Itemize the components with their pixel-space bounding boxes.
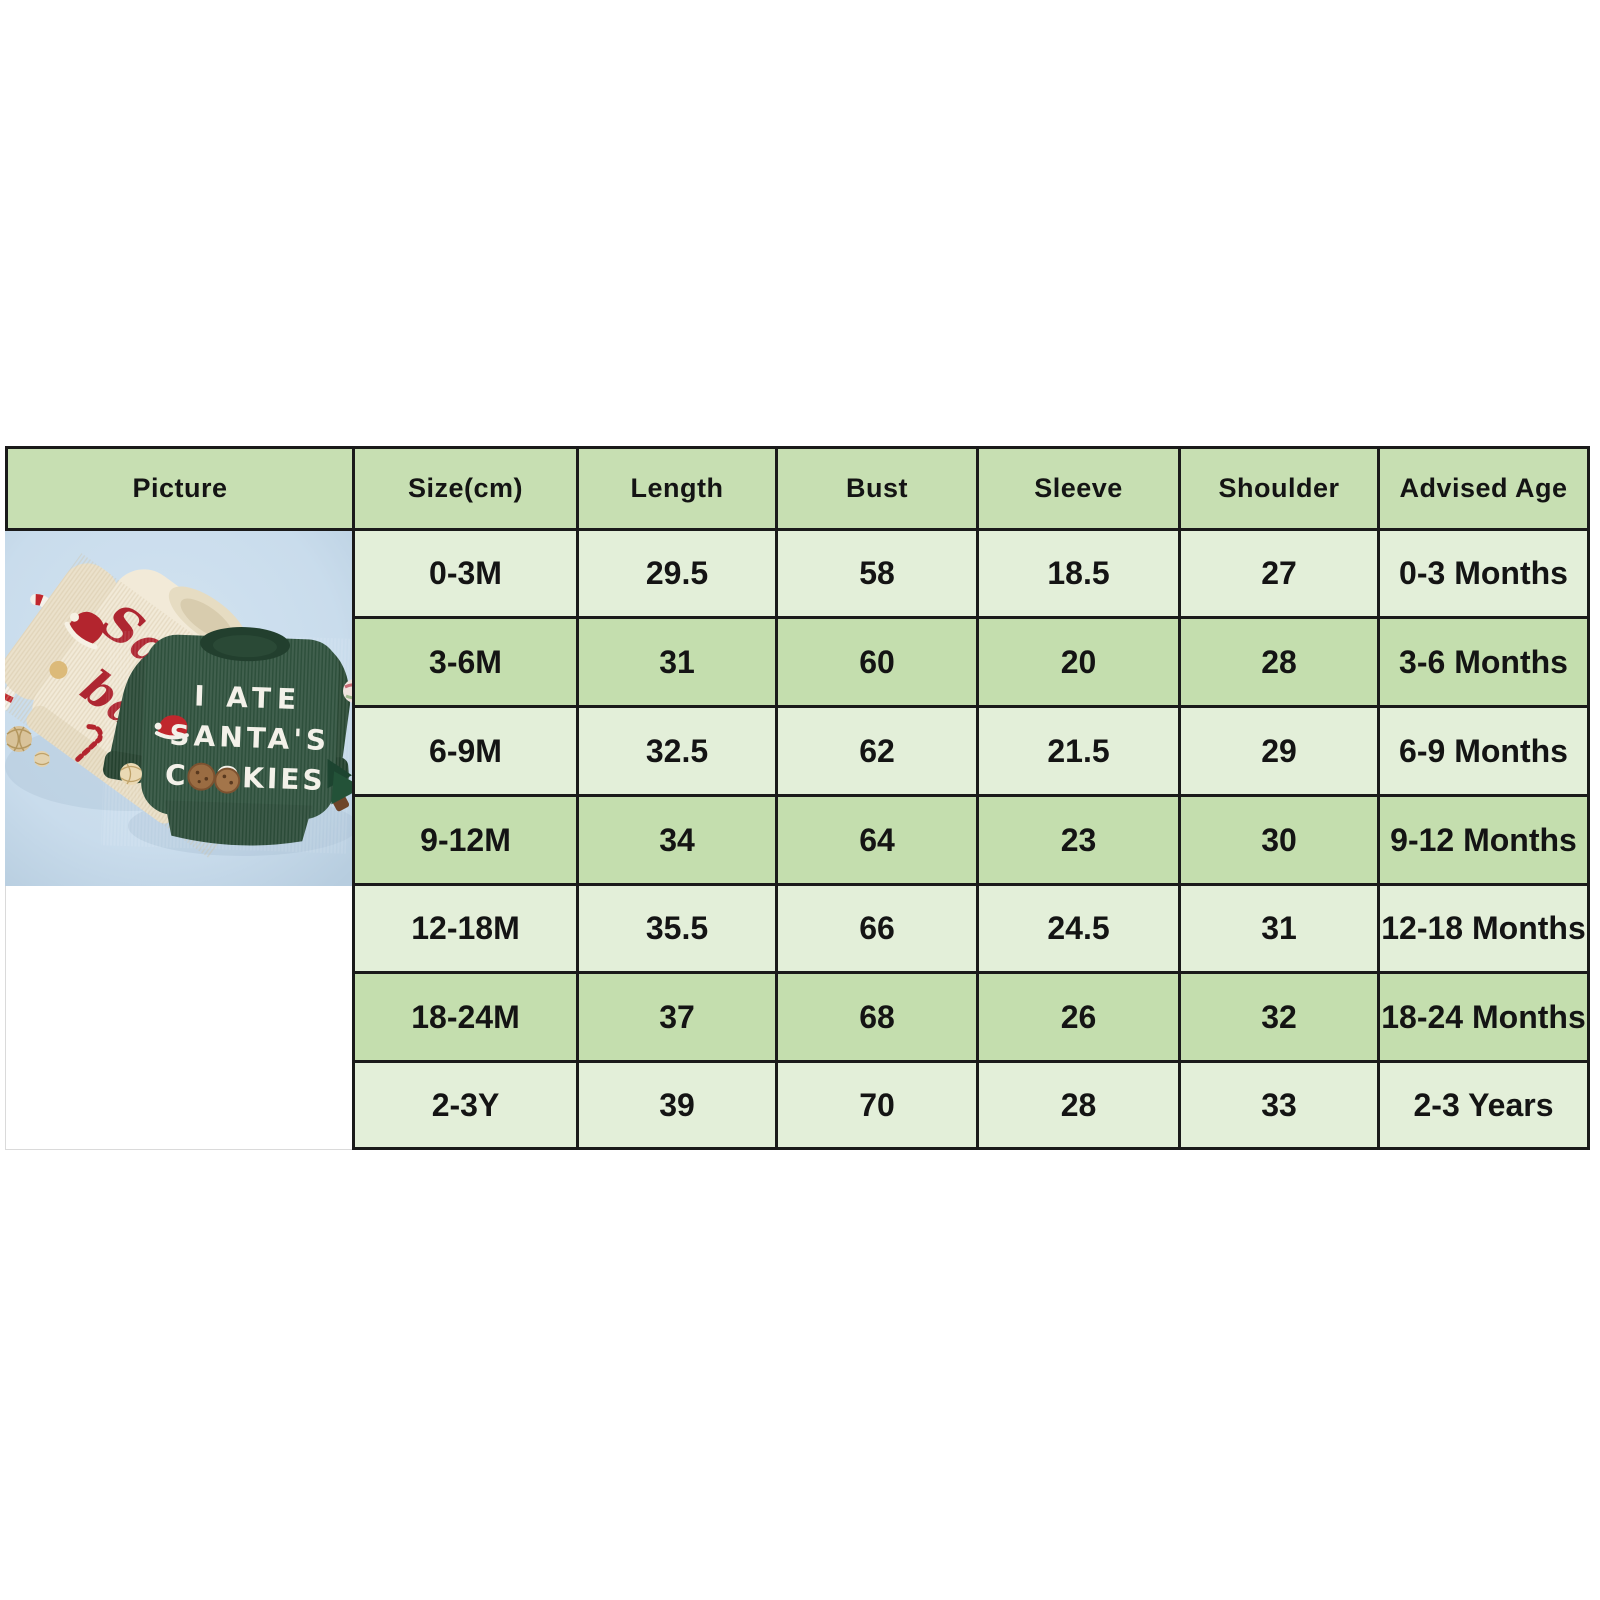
cell-age: 18-24 Months [1377, 974, 1590, 1063]
col-header-size: Size(cm) [352, 446, 576, 531]
cane-embroidery-2 [74, 724, 103, 763]
cell-shoulder: 29 [1178, 708, 1377, 797]
cell-shoulder: 28 [1178, 619, 1377, 708]
cell-sleeve: 20 [976, 619, 1178, 708]
cell-bust: 66 [775, 886, 976, 974]
bauble-ornament [343, 679, 352, 703]
cell-length: 29.5 [576, 531, 775, 619]
cell-sleeve: 21.5 [976, 708, 1178, 797]
santa-hat-motif [154, 715, 189, 740]
cell-bust: 60 [775, 619, 976, 708]
cell-shoulder: 30 [1178, 797, 1377, 886]
cell-age: 3-6 Months [1377, 619, 1590, 708]
cell-shoulder: 33 [1178, 1063, 1377, 1150]
cell-length: 31 [576, 619, 775, 708]
cell-length: 35.5 [576, 886, 775, 974]
cell-bust: 58 [775, 531, 976, 619]
cell-sleeve: 24.5 [976, 886, 1178, 974]
cell-bust: 68 [775, 974, 976, 1063]
santa-hat-patch [64, 611, 104, 650]
product-photo-cell: Santa bab [5, 531, 352, 1150]
cookie-patch [49, 660, 68, 679]
size-chart-table: Picture Size(cm) Length Bust Sleeve Shou… [5, 446, 1590, 1150]
cell-sleeve: 26 [976, 974, 1178, 1063]
cell-shoulder: 31 [1178, 886, 1377, 974]
cell-length: 39 [576, 1063, 775, 1150]
col-header-bust: Bust [775, 446, 976, 531]
col-header-age: Advised Age [1377, 446, 1590, 531]
cell-sleeve: 28 [976, 1063, 1178, 1150]
green-sweater-line1: I ATE [194, 679, 303, 716]
cell-size: 9-12M [352, 797, 576, 886]
cell-bust: 62 [775, 708, 976, 797]
cell-size: 12-18M [352, 886, 576, 974]
green-sweater-line2: SANTA'S [169, 719, 331, 758]
col-header-sleeve: Sleeve [976, 446, 1178, 531]
green-sweater: I ATE SANTA'S COOKIES [100, 627, 352, 854]
cell-age: 9-12 Months [1377, 797, 1590, 886]
cell-age: 6-9 Months [1377, 708, 1590, 797]
cell-size: 2-3Y [352, 1063, 576, 1150]
cell-length: 32.5 [576, 708, 775, 797]
tree-ornament [327, 758, 352, 812]
rattan-balls [6, 726, 142, 785]
cell-age: 0-3 Months [1377, 531, 1590, 619]
cell-sleeve: 23 [976, 797, 1178, 886]
cell-bust: 70 [775, 1063, 976, 1150]
col-header-picture: Picture [5, 446, 352, 531]
cell-shoulder: 27 [1178, 531, 1377, 619]
col-header-shoulder: Shoulder [1178, 446, 1377, 531]
cell-bust: 64 [775, 797, 976, 886]
product-photo: Santa bab [5, 531, 352, 886]
cell-shoulder: 32 [1178, 974, 1377, 1063]
cookie-motifs [187, 762, 241, 794]
cell-age: 12-18 Months [1377, 886, 1590, 974]
col-header-length: Length [576, 446, 775, 531]
cell-size: 3-6M [352, 619, 576, 708]
cell-size: 0-3M [352, 531, 576, 619]
cell-length: 34 [576, 797, 775, 886]
cell-size: 18-24M [352, 974, 576, 1063]
cell-length: 37 [576, 974, 775, 1063]
cell-size: 6-9M [352, 708, 576, 797]
cell-sleeve: 18.5 [976, 531, 1178, 619]
cell-age: 2-3 Years [1377, 1063, 1590, 1150]
